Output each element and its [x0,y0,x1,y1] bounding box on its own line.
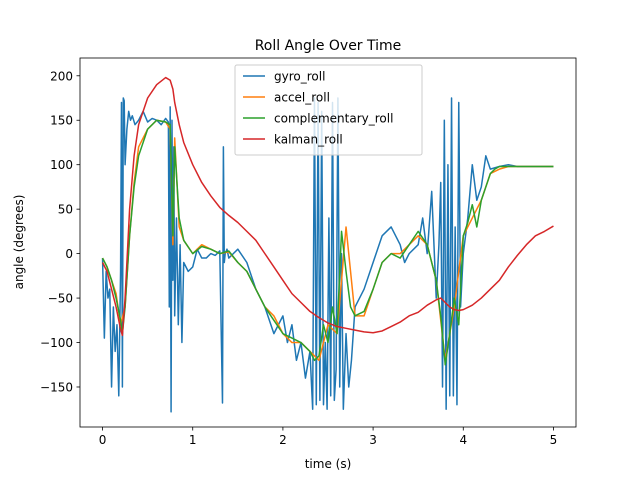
chart-title: Roll Angle Over Time [255,38,402,54]
y-tick-label: 100 [50,158,73,172]
y-axis-label: angle (degrees) [12,195,26,290]
series-line-kalman-roll [101,76,554,337]
x-axis: 0 1 2 3 4 5 [99,427,558,447]
legend-label: accel_roll [274,91,330,105]
y-tick-label: −150 [40,380,73,394]
legend-label: complementary_roll [274,112,393,126]
y-tick-label: −50 [48,292,73,306]
legend: gyro_roll accel_roll complementary_rollkal… [234,64,423,156]
y-axis: −150 −100 −50 0 50 100 150 200 [40,69,80,394]
x-tick-label: 0 [99,433,107,447]
legend-label: gyro_roll [274,70,325,84]
legend-box [234,64,423,156]
x-tick-label: 3 [369,433,377,447]
x-tick-label: 5 [550,433,558,447]
x-tick-label: 2 [279,433,287,447]
y-tick-label: 150 [50,114,73,128]
legend-label: kalman_roll [274,133,343,147]
x-axis-label: time (s) [305,457,352,471]
y-tick-label: 0 [65,247,73,261]
series-line-complementary-roll [101,119,554,366]
x-tick-label: 1 [189,433,197,447]
plot-frame [79,57,577,428]
y-tick-label: −100 [40,336,73,350]
y-tick-label: 50 [58,203,73,217]
y-tick-label: 200 [50,69,73,83]
x-tick-label: 4 [459,433,467,447]
plot-area [101,76,554,413]
